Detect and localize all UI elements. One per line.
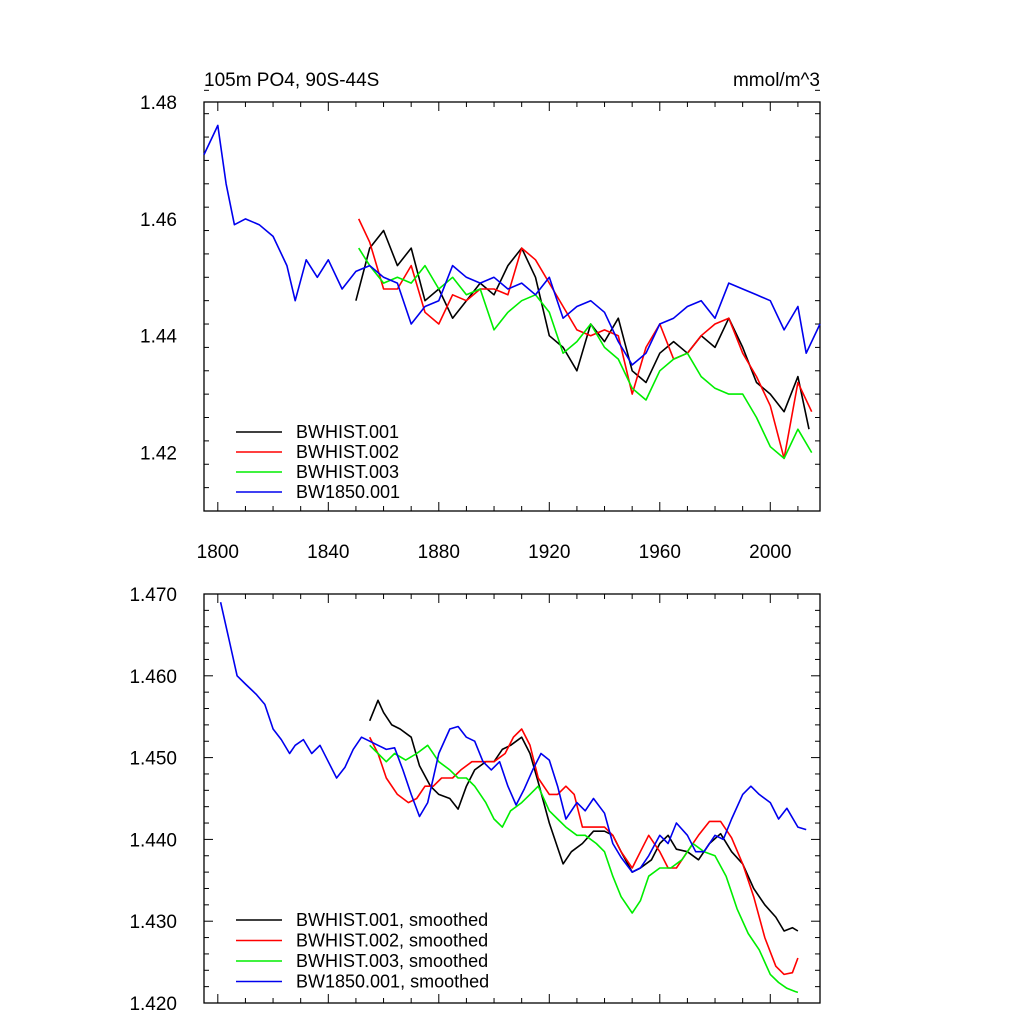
y-tick-label: 1.440	[129, 830, 177, 851]
top-series-line-1	[355, 229, 810, 430]
top-legend-label: BW1850.001	[296, 482, 400, 502]
x-tick-label: 1800	[197, 542, 239, 563]
x-tick-label: 1920	[528, 542, 570, 563]
y-tick-label: 1.46	[140, 210, 177, 231]
bottom-panel: 1.420 1.430 1.440 1.450 1.460 1.470 BWHIST.001…	[129, 585, 821, 1015]
top-panel: 105m PO4, 90S-44S mmol/m^3 1800 1840 1880 1…	[140, 70, 821, 563]
y-tick-label: 1.470	[129, 585, 177, 606]
x-tick-label: 2000	[749, 542, 791, 563]
top-series-line-3	[358, 247, 813, 460]
top-legend-label: BWHIST.001	[296, 422, 399, 442]
x-tick-label: 1960	[639, 542, 681, 563]
top-series-line-4	[203, 124, 821, 366]
top-series-line-2	[357, 218, 813, 460]
y-tick-label: 1.44	[140, 327, 177, 348]
bottom-legend-label: BWHIST.002, smoothed	[296, 931, 488, 951]
top-plot-frame	[203, 101, 821, 512]
bottom-series-line-2	[368, 728, 799, 976]
y-tick-label: 1.420	[129, 994, 177, 1015]
top-legend-label: BWHIST.002	[296, 442, 399, 462]
chart-title: 105m PO4, 90S-44S	[204, 70, 379, 91]
units-label: mmol/m^3	[733, 70, 820, 91]
y-tick-label: 1.460	[129, 667, 177, 688]
bottom-plot-frame	[203, 593, 821, 1004]
bottom-legend-label: BW1850.001, smoothed	[296, 972, 489, 992]
bottom-series-line-1	[368, 699, 799, 932]
y-tick-label: 1.450	[129, 749, 177, 770]
bottom-series-line-4	[219, 602, 807, 873]
bottom-legend-label: BWHIST.001, smoothed	[296, 910, 488, 930]
y-tick-label: 1.430	[129, 912, 177, 933]
x-tick-label: 1840	[307, 542, 349, 563]
top-legend-label: BWHIST.003	[296, 462, 399, 482]
bottom-legend-label: BWHIST.003, smoothed	[296, 951, 488, 971]
y-tick-label: 1.48	[140, 93, 177, 114]
bottom-series-line-3	[369, 744, 799, 994]
y-tick-label: 1.42	[140, 444, 177, 465]
x-tick-label: 1880	[418, 542, 460, 563]
